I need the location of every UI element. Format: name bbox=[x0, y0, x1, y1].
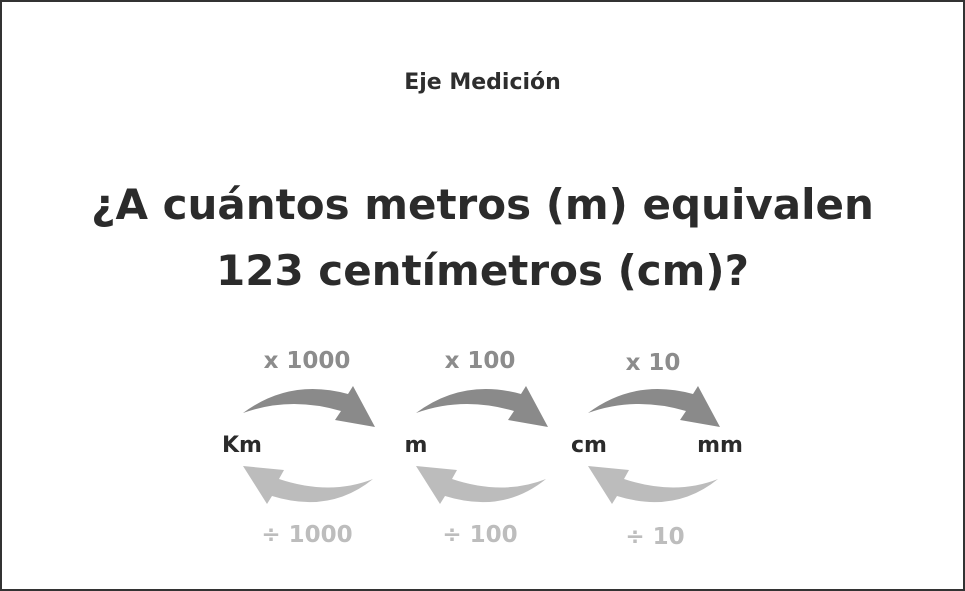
unit-label-m: m bbox=[405, 433, 428, 458]
divide-label-100: ÷ 100 bbox=[442, 522, 517, 548]
subject-title: Eje Medición bbox=[404, 70, 561, 95]
forward-arrow-cm-mm bbox=[588, 386, 720, 427]
backward-arrow-m-km bbox=[243, 466, 373, 504]
unit-label-cm: cm bbox=[571, 433, 607, 458]
unit-label-km: Km bbox=[222, 433, 262, 458]
unit-label-mm: mm bbox=[697, 433, 743, 458]
question-line-1: ¿A cuántos metros (m) equivalen bbox=[91, 180, 874, 229]
forward-arrow-m-cm bbox=[416, 386, 548, 427]
forward-arrow-km-m bbox=[243, 386, 375, 427]
multiply-label-100: x 100 bbox=[445, 348, 516, 374]
backward-arrow-cm-m bbox=[416, 466, 546, 504]
multiply-label-1000: x 1000 bbox=[264, 348, 351, 374]
divide-label-10: ÷ 10 bbox=[625, 524, 684, 550]
forward-arrows bbox=[243, 386, 720, 427]
multiply-label-10: x 10 bbox=[626, 350, 681, 376]
backward-arrow-mm-cm bbox=[588, 466, 718, 504]
divide-label-1000: ÷ 1000 bbox=[261, 522, 352, 548]
question-line-2: 123 centímetros (cm)? bbox=[216, 246, 749, 295]
backward-arrows bbox=[243, 466, 718, 504]
